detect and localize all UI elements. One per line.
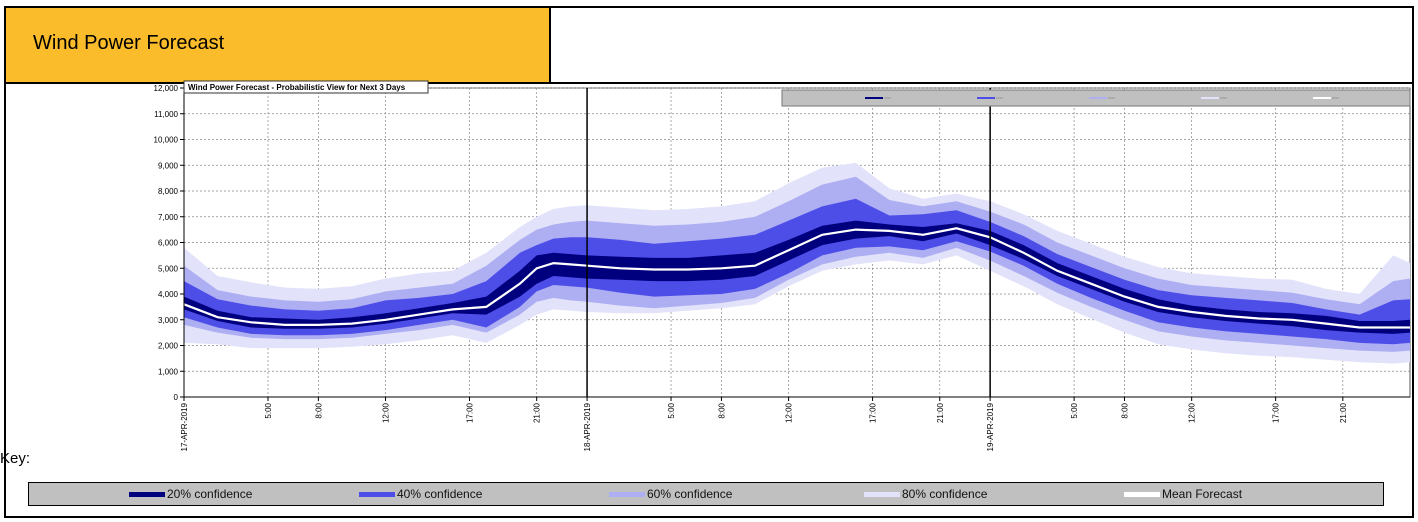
chart-title-box: Wind Power Forecast - Probabilistic View… <box>183 80 429 94</box>
x-tick-label: 12:00 <box>382 402 391 423</box>
header-empty-panel <box>551 8 1412 84</box>
x-tick-label: 8:00 <box>1120 402 1129 418</box>
legend-label: 40% confidence <box>397 487 483 501</box>
wind-forecast-chart: 0 1,000 2,000 3,000 4,000 5,000 6,000 7,000 8,00… <box>154 80 1411 451</box>
legend-swatch <box>1124 492 1160 497</box>
band-20 <box>184 220 1410 334</box>
y-tick-label: 5,000 <box>158 264 179 273</box>
confidence-bands <box>184 162 1410 364</box>
y-tick-label: 9,000 <box>158 161 179 170</box>
y-tick-label: 10,000 <box>154 136 179 145</box>
inner-legend-box <box>781 89 1411 107</box>
y-tick-label: 11,000 <box>154 110 178 119</box>
legend-swatch <box>359 492 395 497</box>
x-tick-label: 18-APR-2019 <box>583 402 592 451</box>
y-tick-label: 4,000 <box>158 290 179 299</box>
legend: 20% confidence 40% confidence 60% confiden… <box>28 482 1384 506</box>
legend-label: 20% confidence <box>167 487 253 501</box>
x-tick-label: 21:00 <box>533 402 542 423</box>
y-tick-label: 0 <box>174 393 179 402</box>
x-tick-label: 21:00 <box>1339 402 1348 423</box>
x-tick-label: 12:00 <box>785 402 794 423</box>
axes: 0 1,000 2,000 3,000 4,000 5,000 6,000 7,000 8,00… <box>154 84 1410 451</box>
mean-forecast-line <box>183 227 1410 329</box>
header-panel: Wind Power Forecast <box>6 8 551 84</box>
legend-swatch <box>609 492 645 497</box>
y-tick-label: 3,000 <box>158 316 179 325</box>
x-tick-label: 12:00 <box>1188 402 1197 423</box>
legend-label: 80% confidence <box>902 487 988 501</box>
legend-swatch <box>129 492 165 497</box>
y-tick-label: 7,000 <box>158 213 179 222</box>
x-tick-label: 17:00 <box>466 402 475 423</box>
legend-swatch <box>864 492 900 497</box>
legend-label: 60% confidence <box>647 487 733 501</box>
key-label: Key: <box>0 450 31 467</box>
x-tick-label: 5:00 <box>1070 402 1079 418</box>
x-tick-label: 21:00 <box>936 402 945 423</box>
x-tick-label: 17-APR-2019 <box>180 402 189 451</box>
x-tick-label: 17:00 <box>1272 402 1281 423</box>
x-tick-label: 5:00 <box>667 402 676 418</box>
x-tick-label: 5:00 <box>264 402 273 418</box>
page-title: Wind Power Forecast <box>33 32 225 54</box>
mean-forecast-series <box>183 227 1410 329</box>
x-tick-label: 8:00 <box>314 402 323 418</box>
y-tick-label: 6,000 <box>158 239 179 248</box>
chart-title: Wind Power Forecast - Probabilistic View… <box>188 83 406 92</box>
y-tick-label: 8,000 <box>158 187 179 196</box>
y-tick-label: 1,000 <box>158 367 179 376</box>
y-tick-label: 12,000 <box>154 84 179 93</box>
day-boundaries <box>586 88 991 397</box>
legend-label: Mean Forecast <box>1162 487 1243 501</box>
y-tick-label: 2,000 <box>158 342 179 351</box>
x-tick-label: 8:00 <box>717 402 726 418</box>
x-tick-label: 17:00 <box>869 402 878 423</box>
x-tick-label: 19-APR-2019 <box>986 402 995 451</box>
